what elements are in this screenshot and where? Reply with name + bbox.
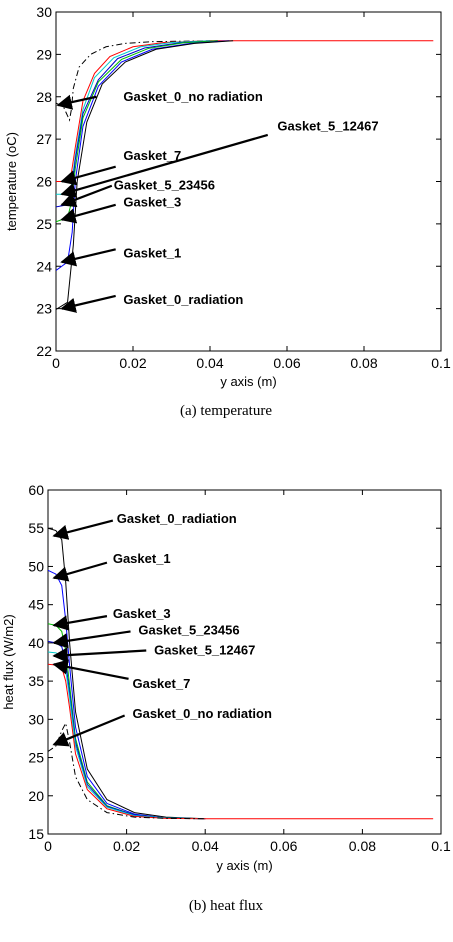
y-tick-label: 30	[28, 711, 44, 727]
annotation-label: Gasket_1	[113, 551, 171, 566]
x-tick-label: 0.06	[270, 838, 297, 854]
annotation-arrow	[52, 615, 108, 631]
y-tick-label: 28	[36, 89, 52, 105]
annotation-label: Gasket_7	[132, 676, 190, 691]
annotation-label: Gasket_0_radiation	[123, 292, 243, 307]
x-tick-label: 0	[52, 355, 60, 371]
y-tick-label: 15	[28, 826, 44, 842]
annotation-arrow	[60, 294, 116, 313]
x-tick-label: 0.04	[196, 355, 223, 371]
x-tick-label: 0	[44, 838, 52, 854]
annotation-arrow	[52, 659, 129, 680]
y-tick-label: 55	[28, 520, 44, 536]
annotation-label: Gasket_1	[123, 246, 181, 261]
annotation-arrow	[60, 248, 116, 267]
x-tick-label: 0.02	[119, 355, 146, 371]
plot-frame	[47, 489, 442, 835]
annotation-label: Gasket_5_12467	[277, 118, 378, 133]
annotation-label: Gasket_0_no radiation	[123, 89, 262, 104]
x-tick-label: 0.1	[431, 355, 451, 371]
annotation-label: Gasket_5_23456	[114, 178, 215, 193]
y-tick-label: 30	[36, 4, 52, 20]
figure-caption: (a) temperature	[180, 403, 272, 419]
series-line	[56, 40, 234, 310]
x-tick-label: 0.1	[431, 838, 451, 854]
series-line	[48, 721, 206, 820]
x-tick-label: 0.06	[273, 355, 300, 371]
x-axis-label: y axis (m)	[216, 858, 272, 873]
y-tick-label: 22	[36, 343, 52, 359]
annotation-label: Gasket_0_radiation	[117, 511, 237, 526]
annotation-label: Gasket_3	[123, 195, 181, 210]
y-tick-label: 50	[28, 558, 44, 574]
y-axis-label: heat flux (W/m2)	[1, 614, 16, 709]
figure-caption: (b) heat flux	[189, 898, 264, 914]
x-tick-label: 0.02	[113, 838, 140, 854]
annotation-arrow	[60, 203, 116, 224]
series-line	[48, 569, 206, 820]
annotation-label: Gasket_3	[113, 606, 171, 621]
annotation-arrow	[60, 184, 113, 208]
y-tick-label: 25	[36, 216, 52, 232]
annotation-arrow	[52, 519, 114, 540]
annotation-arrow	[52, 630, 131, 649]
y-tick-label: 29	[36, 46, 52, 62]
y-tick-label: 45	[28, 597, 44, 613]
annotation-arrow	[60, 133, 269, 198]
x-tick-label: 0.08	[349, 838, 376, 854]
x-tick-label: 0.08	[350, 355, 377, 371]
temperature-chart: 0 0.02 0.04 0.06 0.08 0.1 22 23 24 25 26 27 28 29 30 Ga…	[4, 4, 451, 419]
heat-flux-chart: 0 0.02 0.04 0.06 0.08 0.1 15 20 25 30 35 40 45 50 55 60…	[1, 482, 451, 914]
series-line	[56, 40, 211, 122]
annotation-label: Gasket_5_12467	[154, 643, 255, 658]
plot-frame	[55, 11, 442, 352]
annotation-label: Gasket_7	[123, 148, 181, 163]
y-tick-label: 25	[28, 750, 44, 766]
annotation-arrow	[60, 165, 116, 186]
y-tick-label: 23	[36, 301, 52, 317]
y-tick-label: 20	[28, 788, 44, 804]
x-axis-label: y axis (m)	[220, 374, 276, 389]
y-axis-label: temperature (oC)	[4, 132, 19, 231]
y-tick-label: 35	[28, 673, 44, 689]
y-tick-label: 24	[36, 258, 52, 274]
annotation-arrow	[52, 561, 108, 582]
y-tick-label: 27	[36, 131, 52, 147]
annotation-arrow	[52, 647, 147, 663]
annotation-label: Gasket_0_no radiation	[132, 706, 271, 721]
annotation-arrow	[52, 714, 126, 747]
annotation-label: Gasket_5_23456	[138, 623, 239, 638]
series-line	[56, 40, 230, 271]
y-tick-label: 60	[28, 482, 44, 498]
x-tick-label: 0.04	[192, 838, 219, 854]
y-tick-label: 26	[36, 174, 52, 190]
annotation-arrow	[56, 94, 97, 110]
y-tick-label: 40	[28, 635, 44, 651]
